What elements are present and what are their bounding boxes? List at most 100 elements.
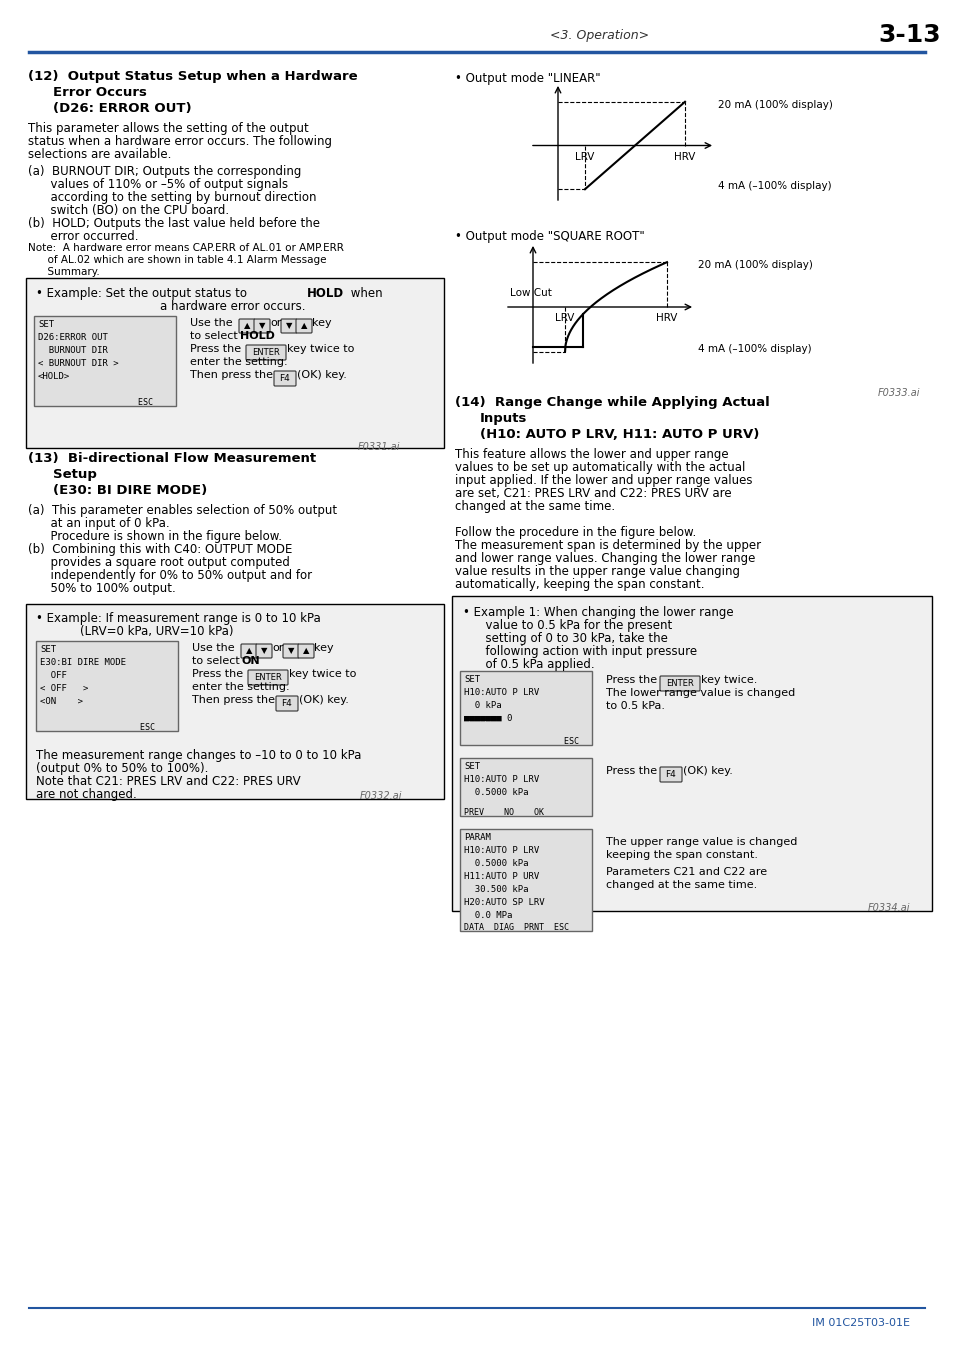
Text: key twice.: key twice.: [700, 675, 757, 684]
Text: This parameter allows the setting of the output: This parameter allows the setting of the…: [28, 122, 309, 135]
Text: ▼: ▼: [288, 647, 294, 656]
Text: (OK) key.: (OK) key.: [298, 695, 349, 705]
Text: independently for 0% to 50% output and for: independently for 0% to 50% output and f…: [28, 568, 312, 582]
Bar: [34, 316, 175, 406]
Bar: [26, 278, 443, 448]
Text: at an input of 0 kPa.: at an input of 0 kPa.: [28, 517, 170, 531]
Text: ON: ON: [242, 656, 260, 666]
Text: ENTER: ENTER: [252, 348, 279, 356]
Text: ▲: ▲: [300, 321, 307, 331]
Text: D26:ERROR OUT: D26:ERROR OUT: [38, 333, 108, 342]
Text: setting of 0 to 30 kPa, take the: setting of 0 to 30 kPa, take the: [462, 632, 667, 645]
Text: changed at the same time.: changed at the same time.: [605, 880, 757, 890]
Text: ▼: ▼: [260, 647, 267, 656]
Text: or: or: [272, 643, 283, 653]
Text: changed at the same time.: changed at the same time.: [455, 500, 615, 513]
Text: of AL.02 which are shown in table 4.1 Alarm Message: of AL.02 which are shown in table 4.1 Al…: [28, 255, 326, 265]
Text: (LRV=0 kPa, URV=10 kPa): (LRV=0 kPa, URV=10 kPa): [80, 625, 233, 639]
Text: Follow the procedure in the figure below.: Follow the procedure in the figure below…: [455, 526, 696, 539]
Text: The upper range value is changed: The upper range value is changed: [605, 837, 797, 846]
Text: • Example 1: When changing the lower range: • Example 1: When changing the lower ran…: [462, 606, 733, 620]
Text: • Example: If measurement range is 0 to 10 kPa: • Example: If measurement range is 0 to …: [36, 612, 320, 625]
Text: 50% to 100% output.: 50% to 100% output.: [28, 582, 175, 595]
Text: ▲: ▲: [244, 321, 250, 331]
Bar: [36, 641, 178, 730]
Text: Press the: Press the: [605, 765, 657, 776]
Bar: [459, 829, 592, 931]
Text: (E30: BI DIRE MODE): (E30: BI DIRE MODE): [53, 485, 207, 497]
FancyBboxPatch shape: [253, 319, 270, 333]
Text: F0333.ai: F0333.ai: [877, 387, 919, 398]
Text: ■■■■■■■ 0: ■■■■■■■ 0: [463, 714, 512, 724]
Text: and lower range values. Changing the lower range: and lower range values. Changing the low…: [455, 552, 755, 566]
Text: • Output mode "SQUARE ROOT": • Output mode "SQUARE ROOT": [455, 230, 644, 243]
Text: 0.5000 kPa: 0.5000 kPa: [463, 788, 528, 796]
Text: (13)  Bi-directional Flow Measurement: (13) Bi-directional Flow Measurement: [28, 452, 315, 464]
Text: key: key: [314, 643, 334, 653]
Text: to 0.5 kPa.: to 0.5 kPa.: [605, 701, 664, 711]
Text: input applied. If the lower and upper range values: input applied. If the lower and upper ra…: [455, 474, 752, 487]
Text: (14)  Range Change while Applying Actual: (14) Range Change while Applying Actual: [455, 396, 769, 409]
Text: Summary.: Summary.: [28, 267, 100, 277]
Text: error occurred.: error occurred.: [28, 230, 138, 243]
Text: 30.500 kPa: 30.500 kPa: [463, 886, 528, 894]
Text: enter the setting.: enter the setting.: [192, 682, 290, 693]
Bar: [26, 603, 443, 799]
Text: SET: SET: [463, 761, 479, 771]
Text: ▲: ▲: [246, 647, 252, 656]
Text: H11:AUTO P URV: H11:AUTO P URV: [463, 872, 538, 882]
Text: OFF: OFF: [40, 671, 67, 680]
Text: F0332.ai: F0332.ai: [359, 791, 401, 801]
Text: Procedure is shown in the figure below.: Procedure is shown in the figure below.: [28, 531, 282, 543]
Text: • Output mode "LINEAR": • Output mode "LINEAR": [455, 72, 600, 85]
Text: Note:  A hardware error means CAP.ERR of AL.01 or AMP.ERR: Note: A hardware error means CAP.ERR of …: [28, 243, 343, 252]
Text: E30:BI DIRE MODE: E30:BI DIRE MODE: [40, 657, 126, 667]
FancyBboxPatch shape: [275, 697, 297, 711]
Text: <3. Operation>: <3. Operation>: [550, 28, 649, 42]
Text: Press the: Press the: [192, 670, 243, 679]
Text: following action with input pressure: following action with input pressure: [462, 645, 697, 657]
Text: when: when: [347, 288, 382, 300]
Text: F4: F4: [665, 769, 676, 779]
FancyBboxPatch shape: [281, 319, 296, 333]
Text: or: or: [270, 319, 281, 328]
Text: switch (BO) on the CPU board.: switch (BO) on the CPU board.: [28, 204, 229, 217]
FancyBboxPatch shape: [239, 319, 254, 333]
Text: enter the setting.: enter the setting.: [190, 356, 287, 367]
Text: < BURNOUT DIR >: < BURNOUT DIR >: [38, 359, 118, 369]
Text: HRV: HRV: [656, 313, 677, 323]
Text: PREV    NO    OK: PREV NO OK: [463, 809, 543, 817]
Text: selections are available.: selections are available.: [28, 148, 172, 161]
Text: < OFF   >: < OFF >: [40, 684, 89, 693]
Text: Press the: Press the: [190, 344, 241, 354]
Text: DATA  DIAG  PRNT  ESC: DATA DIAG PRNT ESC: [463, 923, 568, 932]
Text: The lower range value is changed: The lower range value is changed: [605, 688, 795, 698]
Text: (output 0% to 50% to 100%).: (output 0% to 50% to 100%).: [36, 761, 208, 775]
Text: H10:AUTO P LRV: H10:AUTO P LRV: [463, 688, 538, 697]
Text: key twice to: key twice to: [289, 670, 356, 679]
Text: BURNOUT DIR: BURNOUT DIR: [38, 346, 108, 355]
Text: (12)  Output Status Setup when a Hardware: (12) Output Status Setup when a Hardware: [28, 70, 357, 82]
Text: SET: SET: [38, 320, 54, 329]
Text: IM 01C25T03-01E: IM 01C25T03-01E: [811, 1318, 909, 1328]
Text: Setup: Setup: [53, 468, 97, 481]
Text: H20:AUTO SP LRV: H20:AUTO SP LRV: [463, 898, 544, 907]
Text: key twice to: key twice to: [287, 344, 354, 354]
Text: (OK) key.: (OK) key.: [682, 765, 732, 776]
Text: ▼: ▼: [286, 321, 292, 331]
Text: 4 mA (–100% display): 4 mA (–100% display): [718, 181, 831, 192]
Text: • Example: Set the output status to: • Example: Set the output status to: [36, 288, 251, 300]
Text: Press the: Press the: [605, 675, 657, 684]
FancyBboxPatch shape: [297, 644, 314, 657]
Text: values to be set up automatically with the actual: values to be set up automatically with t…: [455, 460, 744, 474]
Text: F4: F4: [279, 374, 290, 383]
Text: SET: SET: [463, 675, 479, 684]
FancyBboxPatch shape: [283, 644, 298, 657]
Text: 4 mA (–100% display): 4 mA (–100% display): [698, 344, 811, 354]
Text: Then press the: Then press the: [192, 695, 274, 705]
Text: 0.0 MPa: 0.0 MPa: [463, 911, 512, 919]
Text: keeping the span constant.: keeping the span constant.: [605, 850, 758, 860]
Text: Error Occurs: Error Occurs: [53, 86, 147, 99]
Text: ESC: ESC: [463, 737, 578, 747]
Text: This feature allows the lower and upper range: This feature allows the lower and upper …: [455, 448, 728, 460]
